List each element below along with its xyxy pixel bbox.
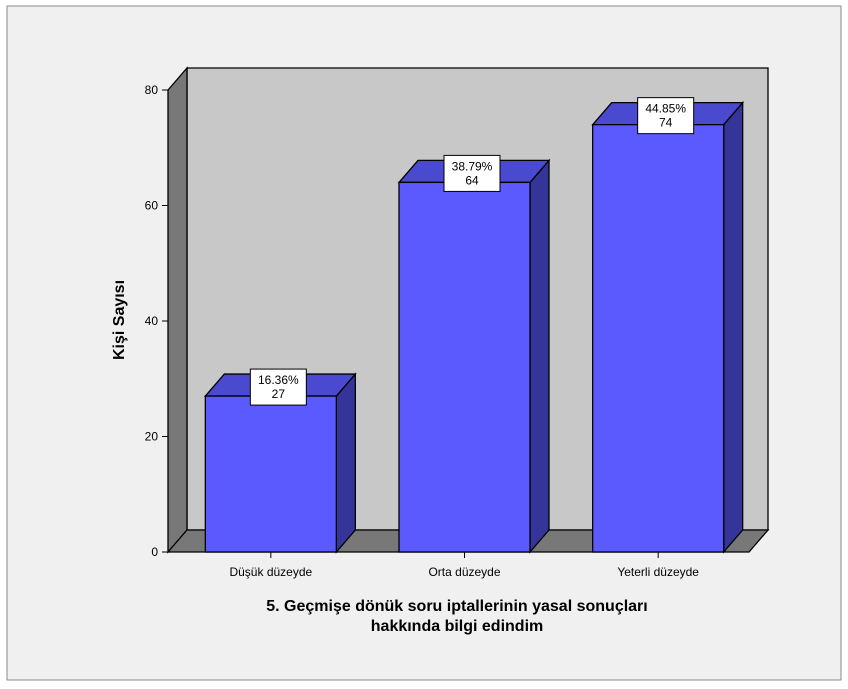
data-label-count: 64 xyxy=(465,173,479,187)
data-label-percent: 16.36% xyxy=(258,373,299,387)
data-label-percent: 38.79% xyxy=(452,159,493,173)
side-wall xyxy=(167,66,188,554)
data-label-count: 27 xyxy=(272,387,286,401)
data-label-box xyxy=(637,97,695,135)
y-axis-title: Kişi Sayısı xyxy=(111,280,128,360)
bar-front-face xyxy=(204,395,337,553)
bar-side-face xyxy=(335,372,356,554)
category-label: Yeterli düzeyde xyxy=(617,565,699,579)
y-tick-label: 0 xyxy=(151,545,158,559)
data-label-count: 74 xyxy=(659,116,673,130)
x-axis-title-line-2: hakkında bilgi edindim xyxy=(371,618,543,635)
y-axis: 0 20 40 60 80 xyxy=(145,83,169,559)
y-tick-label: 80 xyxy=(145,83,159,97)
y-tick-label: 60 xyxy=(145,199,159,213)
y-tick-label: 20 xyxy=(145,430,159,444)
data-label-box xyxy=(443,154,501,192)
bar-side-face xyxy=(529,158,550,554)
bar xyxy=(397,158,551,554)
bar-front-face xyxy=(592,124,725,553)
x-axis-title-line-1: 5. Geçmişe dönük soru iptallerinin yasal… xyxy=(266,598,647,615)
bar-front-face xyxy=(398,181,531,553)
data-label-percent: 44.85% xyxy=(645,102,686,116)
category-label: Orta düzeyde xyxy=(428,565,500,579)
category-label: Düşük düzeyde xyxy=(229,565,312,579)
category-labels: Düşük düzeyde Orta düzeyde Yeterli düzeyde xyxy=(229,552,699,579)
y-tick-label: 40 xyxy=(145,314,159,328)
data-labels: 16.36%27 38.79%64 44.85%74 xyxy=(249,97,695,406)
bar xyxy=(591,100,745,554)
bar-side-face xyxy=(723,100,744,554)
data-label-box xyxy=(249,368,307,406)
